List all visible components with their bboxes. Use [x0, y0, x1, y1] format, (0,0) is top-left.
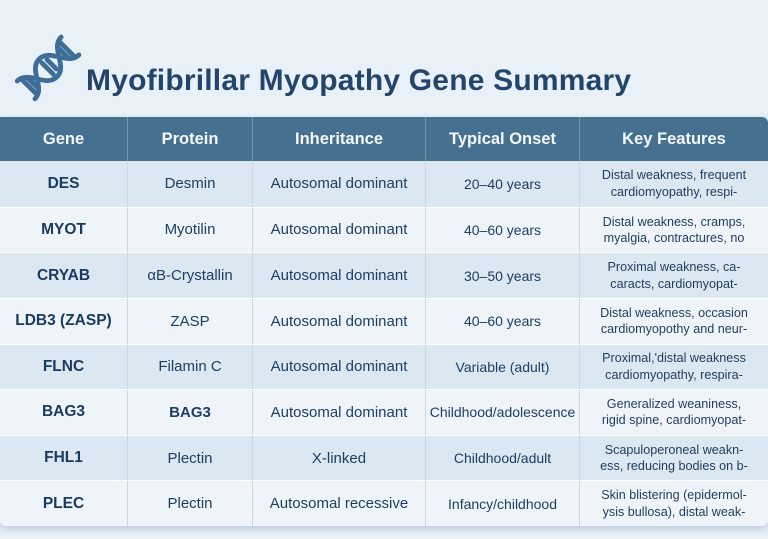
table-row: PLEC Plectin Autosomal recessive Infancy…: [0, 480, 768, 526]
inheritance-cell: X-linked: [252, 435, 425, 481]
dna-icon: [10, 26, 84, 112]
table-row: BAG3 BAG3 Autosomal dominant Childhood/a…: [0, 389, 768, 435]
page-header: Myofibrillar Myopathy Gene Summary: [0, 0, 768, 117]
onset-cell: 40–60 years: [425, 207, 579, 253]
column-header-key-features: Key Features: [579, 117, 768, 161]
features-cell: Skin blistering (epidermol- ysis bullosa…: [579, 481, 768, 526]
inheritance-cell: Autosomal dominant: [252, 207, 425, 253]
inheritance-cell: Autosomal dominant: [252, 161, 425, 207]
gene-cell: MYOT: [41, 220, 86, 238]
features-cell: Distal weakness, cramps, myalgia, contra…: [579, 207, 768, 253]
gene-summary-table: Gene Protein Inheritance Typical Onset K…: [0, 117, 768, 526]
features-cell: Distal weakness, frequent cardiomyopathy…: [579, 161, 768, 207]
features-cell: Distal weakness, occasion cardiomyopothy…: [579, 298, 768, 344]
column-header-inheritance: Inheritance: [252, 117, 425, 161]
table-row: DES Desmin Autosomal dominant 20–40 year…: [0, 161, 768, 207]
page-title: Myofibrillar Myopathy Gene Summary: [86, 64, 632, 98]
protein-cell: Plectin: [127, 435, 252, 481]
protein-cell: Plectin: [127, 481, 252, 526]
features-cell: Generalized weaniness, rigid spine, card…: [579, 390, 768, 435]
onset-cell: Childhood/adolescence: [425, 390, 579, 435]
onset-cell: Childhood/adult: [425, 435, 579, 481]
column-header-protein: Protein: [127, 117, 252, 161]
onset-cell: 40–60 years: [425, 298, 579, 344]
protein-cell: Filamin C: [127, 344, 252, 390]
features-cell: Proximal weakness, ca- caracts, cardiomy…: [579, 253, 768, 298]
gene-cell: FHL1: [44, 449, 83, 467]
inheritance-cell: Autosomal recessive: [252, 481, 425, 526]
protein-cell: Desmin: [127, 161, 252, 207]
table-body: DES Desmin Autosomal dominant 20–40 year…: [0, 161, 768, 526]
gene-cell: PLEC: [42, 494, 85, 512]
onset-cell: 30–50 years: [425, 253, 579, 298]
gene-cell: LDB3 (ZASP): [15, 312, 112, 330]
inheritance-cell: Autosomal dominant: [252, 298, 425, 344]
protein-cell: αB-Crystallin: [127, 253, 252, 298]
inheritance-cell: Autosomal dominant: [252, 390, 425, 435]
inheritance-cell: Autosomal dominant: [252, 253, 425, 298]
table-row: CRYAB αB-Crystallin Autosomal dominant 3…: [0, 252, 768, 298]
column-header-typical-onset: Typical Onset: [425, 117, 579, 161]
table-header-row: Gene Protein Inheritance Typical Onset K…: [0, 117, 768, 161]
protein-cell: ZASP: [127, 298, 252, 344]
column-header-gene: Gene: [42, 129, 85, 148]
protein-cell: BAG3: [127, 390, 252, 435]
table-row: MYOT Myotilin Autosomal dominant 40–60 y…: [0, 206, 768, 253]
table-row: FLNC Filamin C Autosomal dominant Variab…: [0, 343, 768, 390]
features-cell: Scapuloperoneal weakn- ess, reducing bod…: [579, 435, 768, 481]
onset-cell: Variable (adult): [425, 344, 579, 390]
gene-cell: DES: [47, 174, 80, 192]
inheritance-cell: Autosomal dominant: [252, 344, 425, 390]
onset-cell: 20–40 years: [425, 161, 579, 207]
table-row: LDB3 (ZASP) ZASP Autosomal dominant 40–6…: [0, 297, 768, 344]
table-row: FHL1 Plectin X-linked Childhood/adult Sc…: [0, 434, 768, 481]
gene-cell: BAG3: [41, 403, 86, 421]
onset-cell: Infancy/childhood: [425, 481, 579, 526]
features-cell: Proximal,'distal weakness cardiomyopathy…: [579, 344, 768, 390]
protein-cell: Myotilin: [127, 207, 252, 253]
gene-cell: FLNC: [42, 357, 85, 375]
gene-cell: CRYAB: [36, 266, 91, 284]
